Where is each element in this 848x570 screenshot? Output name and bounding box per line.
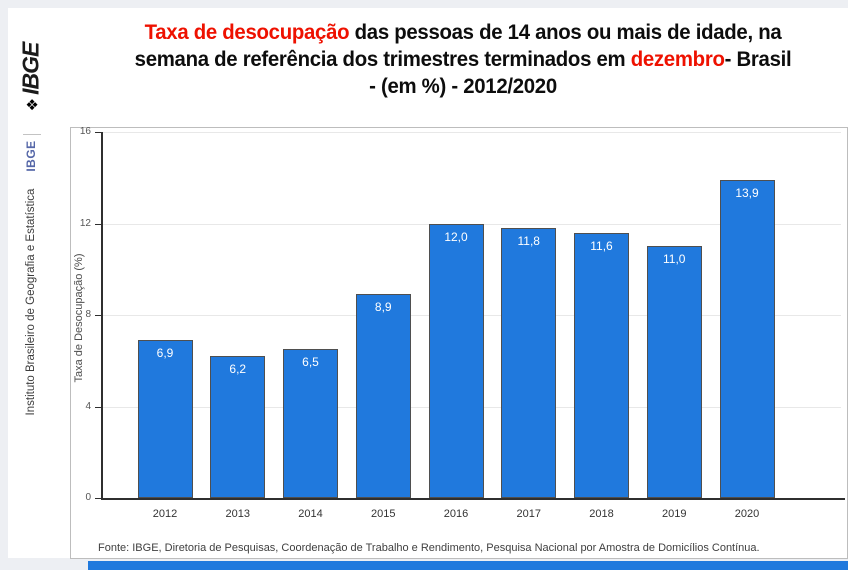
- x-tick-label-2013: 2013: [225, 508, 250, 520]
- y-tick-mark-4: [95, 406, 101, 408]
- bar-value-label-2013: 6,2: [229, 362, 247, 377]
- y-tick-mark-12: [95, 223, 101, 225]
- bar-value-label-2020: 13,9: [735, 186, 759, 201]
- title-line-3: - (em %) - 2012/2020: [369, 75, 557, 98]
- ibge-acronym: IBGE: [18, 137, 44, 175]
- chart-title: Taxa de desocupação das pessoas de 14 an…: [91, 19, 834, 100]
- y-tick-mark-8: [95, 315, 101, 316]
- x-tick-label-2018: 2018: [589, 508, 614, 520]
- bar-value-label-2014: 6,5: [302, 355, 319, 370]
- bottom-blue-strip: [88, 561, 848, 570]
- ibge-logo: ❖ IBGE: [11, 22, 51, 132]
- x-axis-line: [101, 498, 845, 500]
- bar-2013[interactable]: [210, 356, 266, 498]
- gridline-16: [103, 132, 841, 133]
- bar-value-label-2012: 6,9: [156, 346, 174, 361]
- title-black-segment-3: - Brasil: [724, 48, 792, 71]
- source-note: Fonte: IBGE, Diretoria de Pesquisas, Coo…: [98, 542, 760, 554]
- x-tick-label-2015: 2015: [371, 508, 396, 520]
- y-tick-label-12: 12: [79, 217, 91, 229]
- x-tick-label-2016: 2016: [443, 508, 469, 520]
- y-tick-mark-0: [95, 498, 101, 499]
- title-red-segment-2: dezembro: [630, 48, 725, 71]
- bar-2018[interactable]: [574, 232, 629, 498]
- bar-value-label-2018: 11,6: [590, 238, 613, 253]
- x-tick-label-2020: 2020: [734, 508, 760, 520]
- y-tick-label-4: 4: [85, 400, 91, 412]
- bar-value-label-2017: 11,8: [517, 234, 540, 249]
- y-tick-label-16: 16: [79, 126, 91, 137]
- plot-area: 0 4 8 12 16 6,9 2012 6,2 2013 6,5 2014 8,9 2015 12,0 2…: [80, 126, 845, 520]
- title-red-segment-1: Taxa de desocupação: [144, 21, 350, 44]
- institute-name: Instituto Brasileiro de Geografia e Esta…: [18, 176, 44, 428]
- bar-value-label-2016: 12,0: [444, 229, 468, 244]
- bar-value-label-2019: 11,0: [663, 252, 686, 267]
- title-black-segment-1: das pessoas de 14 anos ou mais de idade,…: [349, 21, 782, 44]
- institute-name-label: Instituto Brasileiro de Geografia e Esta…: [25, 188, 37, 416]
- y-tick-label-0: 0: [85, 492, 91, 503]
- x-tick-label-2017: 2017: [516, 508, 541, 520]
- x-tick-label-2012: 2012: [152, 508, 178, 520]
- x-tick-label-2019: 2019: [662, 508, 687, 520]
- chart-container: Taxa de Desocupação (%) 0 4 8 12 16 6,9 2012 6,…: [70, 126, 848, 559]
- bar-value-label-2015: 8,9: [374, 300, 392, 315]
- bar-2012[interactable]: [137, 340, 193, 498]
- page-content: ❖ IBGE IBGE Instituto Brasileiro de Geogr…: [8, 8, 848, 559]
- x-tick-label-2014: 2014: [298, 508, 323, 520]
- bar-2014[interactable]: [283, 349, 338, 498]
- bar-2015[interactable]: [355, 294, 411, 498]
- ibge-acronym-label: IBGE: [24, 140, 38, 172]
- y-axis-line: [101, 132, 103, 500]
- bar-2017[interactable]: [501, 228, 557, 498]
- y-tick-label-8: 8: [85, 309, 91, 320]
- ibge-compass-rose-icon: ❖: [24, 97, 42, 112]
- rail-divider: [23, 134, 41, 135]
- bar-2020[interactable]: [719, 180, 775, 498]
- title-black-segment-2: semana de referência dos trimestres term…: [134, 48, 631, 71]
- ibge-brand-rail: ❖ IBGE IBGE Instituto Brasileiro de Geogr…: [8, 8, 70, 558]
- bar-2016[interactable]: [428, 223, 484, 498]
- ibge-logo-text: IBGE: [17, 42, 44, 95]
- bar-2019[interactable]: [646, 246, 702, 498]
- y-tick-mark-16: [95, 132, 101, 133]
